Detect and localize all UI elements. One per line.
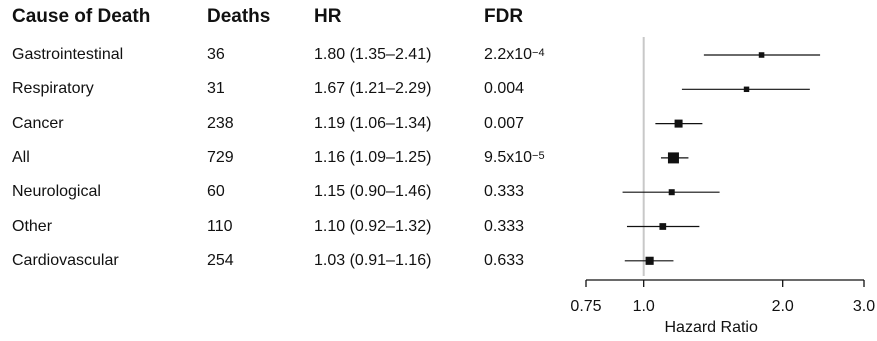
deaths-cell-text: 36 xyxy=(207,46,225,63)
hr-ci-cell-text: 1.67 (1.21–2.29) xyxy=(314,80,432,98)
cause-cell-text: Gastrointestinal xyxy=(12,46,124,63)
x-axis-label: Hazard Ratio xyxy=(665,319,758,336)
fdr-cell-text: 0.333 xyxy=(484,183,525,201)
hr-ci-cell: 1.67 (1.21–2.29) xyxy=(314,79,431,99)
hr-marker xyxy=(743,86,750,93)
header-fdr: FDR xyxy=(484,6,524,27)
deaths-cell-text: 110 xyxy=(207,217,233,235)
hr-marker xyxy=(668,189,675,196)
cause-cell: All xyxy=(12,148,30,168)
header-cause: Cause of Death xyxy=(12,6,151,27)
cause-cell: Cardiovascular xyxy=(12,251,119,271)
cause-cell: Respiratory xyxy=(12,79,94,99)
cause-cell: Other xyxy=(12,217,52,237)
deaths-cell-text: 729 xyxy=(207,148,234,166)
hr-ci-cell-text: 1.19 (1.06–1.34) xyxy=(314,114,432,132)
hr-ci-cell: 1.80 (1.35–2.41) xyxy=(314,45,431,65)
fdr-cell: 2.2x10−4 xyxy=(484,45,545,66)
cause-cell-text: Other xyxy=(12,217,53,235)
cause-cell-text: Neurological xyxy=(12,183,101,201)
fdr-cell: 9.5x10−5 xyxy=(484,148,545,169)
deaths-cell: 110 xyxy=(207,217,233,237)
fdr-exponent: −4 xyxy=(532,47,545,59)
x-tick-label: 1.0 xyxy=(633,298,655,315)
fdr-cell: 0.633 xyxy=(484,251,524,271)
hr-marker xyxy=(667,152,679,164)
cause-cell-text: All xyxy=(12,148,30,166)
fdr-cell-text: 0.007 xyxy=(484,114,525,132)
deaths-cell: 31 xyxy=(207,79,225,99)
fdr-exponent: −5 xyxy=(532,149,545,162)
deaths-cell: 60 xyxy=(207,182,225,202)
header-deaths: Deaths xyxy=(207,6,271,27)
deaths-cell-text: 31 xyxy=(207,80,225,98)
fdr-cell: 0.333 xyxy=(484,182,524,202)
fdr-cell-text: 0.333 xyxy=(484,217,525,235)
deaths-cell: 238 xyxy=(207,114,234,134)
cause-cell: Cancer xyxy=(12,114,64,134)
cause-cell-text: Cardiovascular xyxy=(12,251,119,269)
hr-ci-cell-text: 1.80 (1.35–2.41) xyxy=(314,46,432,63)
header-hr: HR xyxy=(314,6,342,27)
hr-marker xyxy=(758,52,765,58)
hr-ci-cell-text: 1.16 (1.09–1.25) xyxy=(314,148,432,166)
deaths-cell-text: 254 xyxy=(207,251,234,269)
hr-ci-cell: 1.19 (1.06–1.34) xyxy=(314,114,431,134)
hr-marker xyxy=(659,223,667,230)
hr-ci-cell: 1.10 (0.92–1.32) xyxy=(314,217,431,237)
deaths-cell-text: 238 xyxy=(207,114,234,132)
fdr-cell-text: 0.004 xyxy=(484,80,525,98)
deaths-cell: 729 xyxy=(207,148,234,168)
fdr-cell-text: 9.5x10 xyxy=(484,148,533,166)
x-tick-label: 0.75 xyxy=(570,298,601,315)
cause-cell: Gastrointestinal xyxy=(12,45,123,65)
hr-ci-cell: 1.03 (0.91–1.16) xyxy=(314,251,431,271)
hr-marker xyxy=(674,119,683,128)
fdr-cell-text: 2.2x10 xyxy=(484,46,533,63)
hr-ci-cell-text: 1.03 (0.91–1.16) xyxy=(314,251,432,269)
hr-ci-cell: 1.15 (0.90–1.46) xyxy=(314,182,431,202)
deaths-cell-text: 60 xyxy=(207,183,225,201)
cause-cell-text: Cancer xyxy=(12,114,64,132)
cause-cell-text: Respiratory xyxy=(12,80,94,98)
x-tick-label: 2.0 xyxy=(772,298,794,315)
hr-ci-cell: 1.16 (1.09–1.25) xyxy=(314,148,431,168)
fdr-cell: 0.004 xyxy=(484,79,524,99)
cause-cell: Neurological xyxy=(12,182,101,202)
deaths-cell: 254 xyxy=(207,251,234,271)
hr-ci-cell-text: 1.15 (0.90–1.46) xyxy=(314,183,432,201)
deaths-cell: 36 xyxy=(207,45,225,65)
hr-marker xyxy=(645,256,654,265)
x-tick-label: 3.0 xyxy=(853,298,875,315)
fdr-cell: 0.007 xyxy=(484,114,524,134)
hr-ci-cell-text: 1.10 (0.92–1.32) xyxy=(314,217,432,235)
fdr-cell-text: 0.633 xyxy=(484,251,525,269)
fdr-cell: 0.333 xyxy=(484,217,524,237)
